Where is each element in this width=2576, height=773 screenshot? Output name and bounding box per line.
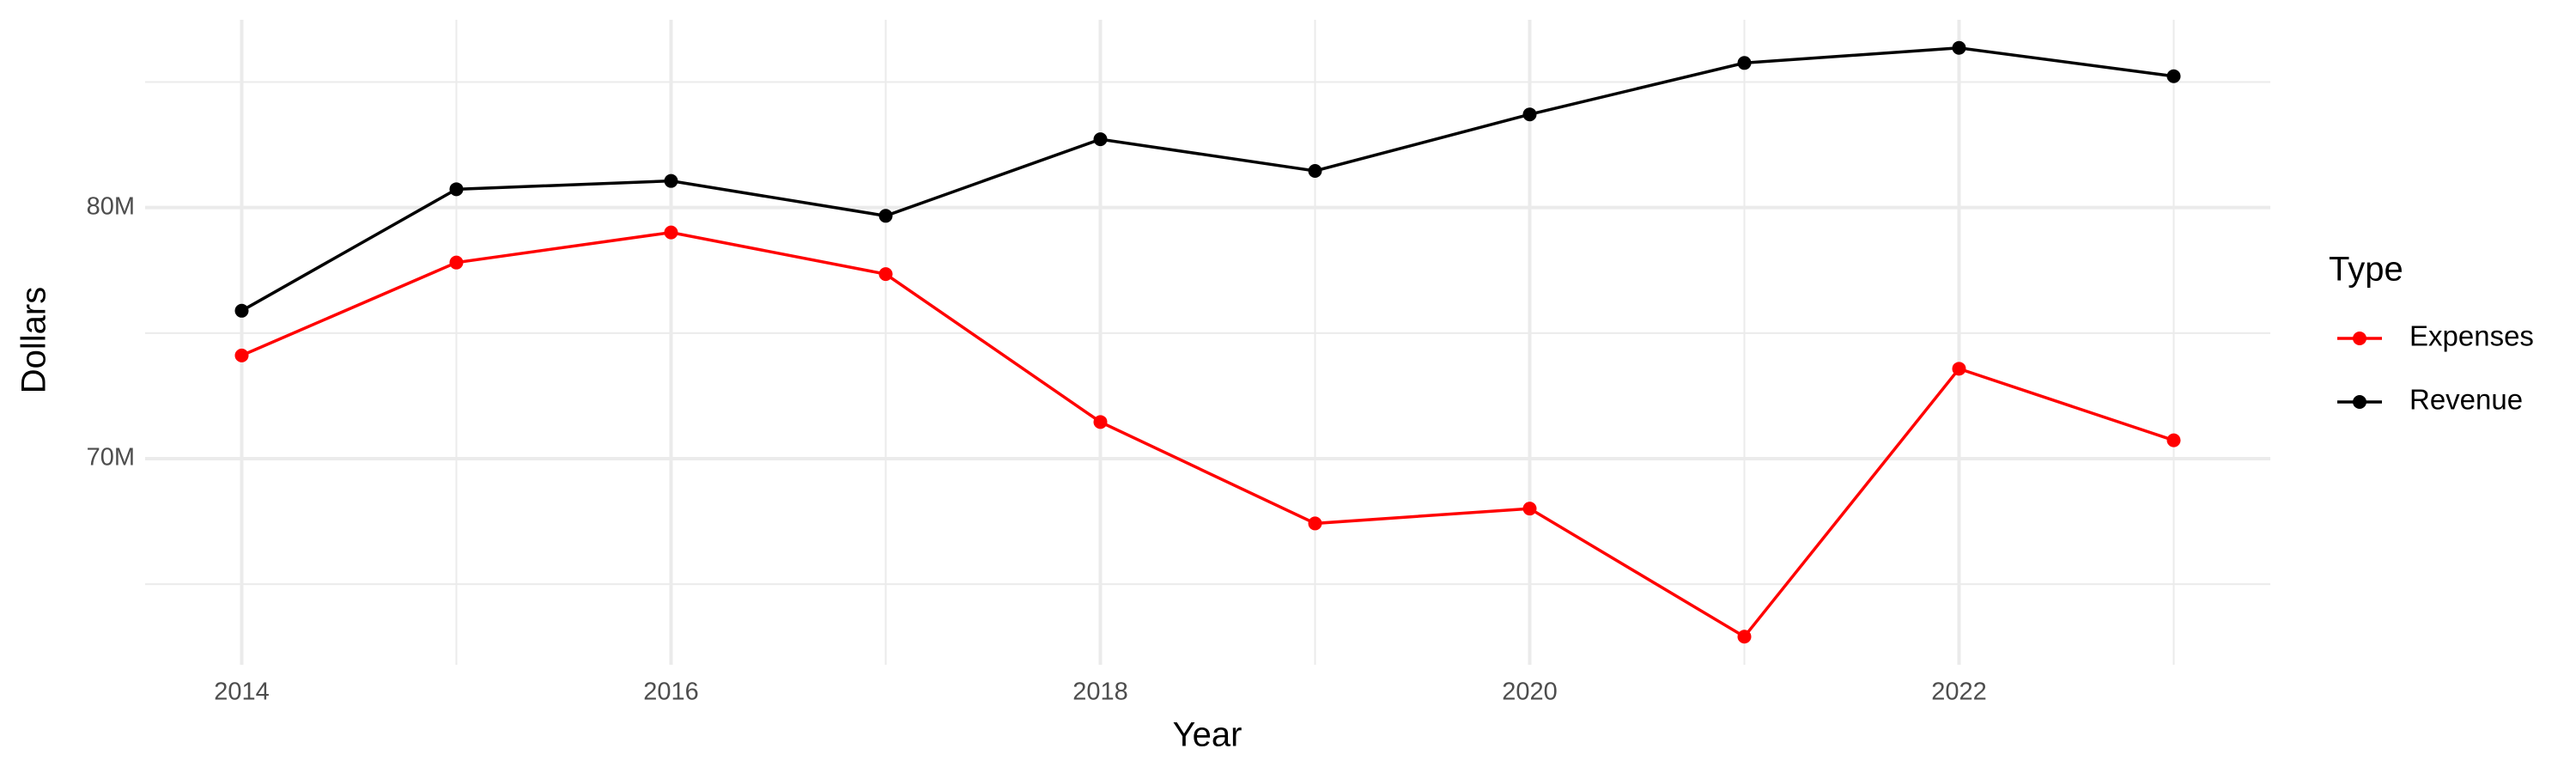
legend-label: Expenses: [2409, 320, 2534, 352]
x-axis-title: Year: [1173, 716, 1242, 754]
point: [1952, 362, 1966, 376]
point: [2166, 69, 2181, 83]
point: [234, 303, 249, 318]
point: [449, 255, 464, 270]
x-tick-label: 2018: [1072, 679, 1128, 706]
legend-title: Type: [2329, 251, 2403, 289]
series-line: [240, 230, 2175, 639]
x-tick-label: 2016: [643, 679, 699, 706]
point: [1737, 630, 1752, 644]
point: [878, 267, 893, 282]
point: [1093, 132, 1108, 147]
point: [1308, 516, 1322, 531]
point: [664, 173, 678, 188]
point: [878, 209, 893, 223]
point: [449, 182, 464, 197]
grid: [145, 20, 2270, 665]
point: [234, 348, 249, 362]
x-tick-label: 2020: [1502, 679, 1558, 706]
point: [664, 225, 678, 240]
legend-label: Revenue: [2409, 384, 2523, 416]
legend-key-point: [2353, 395, 2366, 409]
y-tick-label: 70M: [87, 444, 135, 472]
point: [1522, 502, 1537, 516]
point: [1308, 163, 1322, 178]
y-axis-title: Dollars: [15, 287, 53, 393]
legend-key-point: [2353, 332, 2366, 345]
y-tick-label: 80M: [87, 192, 135, 220]
series-line: [240, 46, 2174, 313]
point: [1737, 56, 1752, 70]
x-tick-label: 2014: [214, 679, 270, 706]
point: [2166, 433, 2181, 447]
x-tick-label: 2022: [1931, 679, 1987, 706]
point: [1522, 107, 1537, 122]
point: [1952, 40, 1966, 55]
point: [1093, 415, 1108, 429]
